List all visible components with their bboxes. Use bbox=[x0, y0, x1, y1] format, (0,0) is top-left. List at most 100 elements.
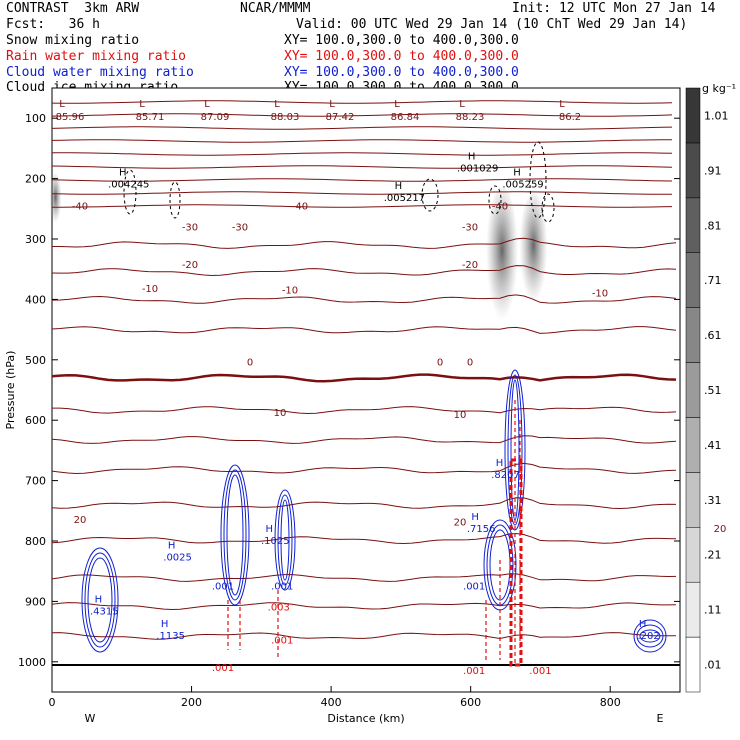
y-tick-label: 800 bbox=[25, 535, 46, 548]
top-min-label: 86.84 bbox=[391, 112, 420, 123]
field-cloud-water-name: Cloud water mixing ratio bbox=[6, 65, 194, 80]
temperature-label: 10 bbox=[454, 410, 467, 421]
colorbar-label: .61 bbox=[704, 329, 722, 342]
x-tick-label: 0 bbox=[49, 696, 56, 709]
model-title: CONTRAST 3km ARW bbox=[6, 1, 140, 16]
snow-column-1 bbox=[486, 187, 519, 328]
field-snow-xy: XY= 100.0,300.0 to 400.0,300.0 bbox=[284, 33, 519, 48]
x-tick-label: 600 bbox=[460, 696, 481, 709]
temperature-contour-line bbox=[51, 326, 677, 334]
temperature-label: -30 bbox=[182, 223, 198, 234]
y-tick-label: 500 bbox=[25, 354, 46, 367]
x-tick-label: 800 bbox=[600, 696, 621, 709]
x-tick-label: 200 bbox=[181, 696, 202, 709]
temperature-label: 20 bbox=[714, 524, 727, 535]
temperature-label: 0 bbox=[247, 358, 253, 369]
x-axis-label: Distance (km) bbox=[327, 712, 404, 725]
temperature-contour-line bbox=[51, 632, 677, 640]
y-tick-label: 1000 bbox=[18, 656, 46, 669]
temperature-label: -10 bbox=[142, 284, 158, 295]
y-tick-label: 700 bbox=[25, 475, 46, 488]
cloud-ice-contour bbox=[529, 141, 547, 219]
temperature-contour-line bbox=[51, 435, 677, 444]
top-min-label: 88.03 bbox=[271, 112, 300, 123]
temperature-label: 0 bbox=[437, 358, 443, 369]
temperature-label: -20 bbox=[182, 260, 198, 271]
cloud-water-contour bbox=[87, 557, 113, 643]
upper-contour-line bbox=[52, 204, 673, 208]
valid-time: Valid: 00 UTC Wed 29 Jan 14 (10 ChT Wed … bbox=[296, 17, 688, 32]
contour-value-label: .003 bbox=[268, 602, 290, 613]
cloud-ice-contour bbox=[421, 178, 439, 212]
cloud-water-contour bbox=[84, 552, 116, 648]
temperature-label: -40 bbox=[292, 202, 308, 213]
temperature-contour-line bbox=[51, 265, 677, 277]
temperature-contour-line bbox=[51, 373, 677, 383]
cloud-ice-contour bbox=[488, 185, 502, 215]
upper-contour-line bbox=[51, 178, 673, 182]
maximum-label: .1135 bbox=[156, 631, 185, 642]
upper-contour-line bbox=[51, 165, 673, 169]
cloud-water-contour bbox=[639, 629, 661, 643]
high-marker: H bbox=[161, 619, 169, 630]
temperature-label: 20 bbox=[74, 515, 87, 526]
cloud-water-contour bbox=[81, 547, 119, 653]
cloud-ice-contour bbox=[169, 181, 181, 219]
cloud-water-contour bbox=[274, 489, 296, 591]
temperature-contour-line bbox=[51, 573, 677, 582]
maximum-label: .004245 bbox=[108, 180, 149, 191]
maximum-label: .8207 bbox=[491, 470, 520, 481]
maximum-label: .202 bbox=[637, 631, 659, 642]
temperature-contour-line bbox=[52, 406, 677, 415]
colorbar-swatch bbox=[685, 581, 701, 638]
colorbar-swatch bbox=[685, 87, 701, 144]
cloud-water-contour bbox=[220, 464, 250, 606]
high-marker: H bbox=[95, 595, 103, 606]
high-marker: H bbox=[496, 458, 504, 469]
colorbar-swatch bbox=[685, 307, 701, 363]
cloud-water-contour bbox=[226, 474, 244, 596]
temperature-label: 20 bbox=[454, 517, 467, 528]
colorbar-label: .21 bbox=[704, 549, 722, 562]
temperature-label: -30 bbox=[462, 223, 478, 234]
cloud-ice-contour bbox=[541, 193, 555, 223]
maximum-label: .1025 bbox=[261, 536, 290, 547]
colorbar-swatch bbox=[685, 197, 701, 253]
high-marker: H bbox=[471, 512, 479, 523]
maximum-label: .0025 bbox=[163, 552, 192, 563]
field-snow-name: Snow mixing ratio bbox=[6, 33, 140, 48]
y-tick-label: 200 bbox=[25, 173, 46, 186]
contour-value-label: .001 bbox=[212, 581, 234, 592]
high-marker: H bbox=[468, 151, 476, 162]
colorbar-label: .91 bbox=[704, 164, 722, 177]
colorbar-label: .81 bbox=[704, 219, 722, 232]
top-min-label: 87.09 bbox=[201, 112, 230, 123]
top-min-label: 88.23 bbox=[456, 112, 485, 123]
low-marker: L bbox=[139, 99, 145, 110]
top-min-label: 86.2 bbox=[559, 112, 581, 123]
field-cloud-water-xy: XY= 100.0,300.0 to 400.0,300.0 bbox=[284, 65, 519, 80]
colorbar-label: .11 bbox=[704, 604, 722, 617]
low-marker: L bbox=[394, 99, 400, 110]
upper-contour-line bbox=[52, 152, 673, 156]
high-marker: H bbox=[513, 168, 521, 179]
temperature-contour-line bbox=[51, 462, 677, 475]
contour-value-label: .001 bbox=[529, 666, 551, 677]
cloud-water-contour bbox=[223, 469, 247, 601]
temperature-label: -30 bbox=[232, 223, 248, 234]
colorbar-swatch bbox=[685, 417, 701, 473]
y-tick-label: 400 bbox=[25, 293, 46, 306]
cloud-water-contour bbox=[280, 499, 290, 581]
rain-water-core bbox=[509, 458, 523, 667]
temperature-label: -10 bbox=[282, 286, 298, 297]
contour-value-label: .001 bbox=[212, 663, 234, 674]
temperature-contour-line bbox=[51, 294, 677, 304]
colorbar-swatch bbox=[685, 142, 701, 199]
y-tick-label: 900 bbox=[25, 595, 46, 608]
temperature-label: 0 bbox=[467, 358, 473, 369]
field-rain-xy: XY= 100.0,300.0 to 400.0,300.0 bbox=[284, 49, 519, 64]
temperature-label: -10 bbox=[592, 289, 608, 300]
colorbar-swatch bbox=[685, 527, 701, 583]
upper-contour-line bbox=[51, 139, 672, 143]
low-marker: L bbox=[204, 99, 210, 110]
